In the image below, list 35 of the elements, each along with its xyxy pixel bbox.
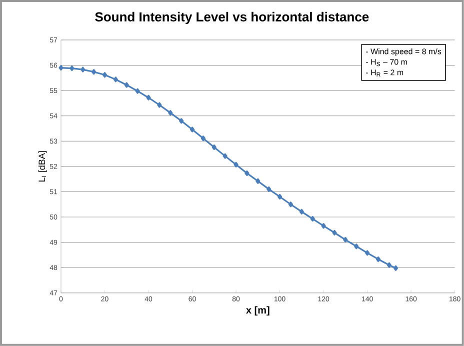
point — [80, 66, 86, 72]
point — [179, 118, 184, 124]
point — [234, 162, 238, 168]
point — [157, 102, 162, 108]
point — [343, 237, 348, 243]
chart-title: Sound Intensity Level vs horizontal distance — [95, 12, 369, 24]
point — [135, 88, 140, 94]
point — [58, 65, 64, 71]
point — [393, 265, 398, 271]
point — [321, 223, 326, 229]
point — [332, 230, 337, 236]
point — [200, 136, 206, 142]
point — [288, 202, 294, 208]
point — [124, 82, 129, 88]
point — [168, 110, 173, 116]
point — [70, 66, 74, 72]
point — [386, 262, 392, 268]
point — [256, 178, 260, 184]
point — [92, 69, 96, 75]
point — [266, 186, 272, 192]
point — [190, 126, 195, 132]
point — [102, 72, 108, 78]
x-axis-title: x [m] — [246, 306, 270, 316]
point — [212, 144, 216, 150]
point — [244, 170, 250, 176]
point — [365, 250, 370, 256]
point — [222, 153, 228, 159]
point — [310, 216, 315, 222]
point — [113, 76, 118, 82]
point — [376, 256, 381, 262]
point — [277, 194, 282, 200]
point — [354, 244, 359, 250]
point — [299, 208, 304, 215]
y-axis-title: L$_{I}$ [dBA] — [38, 151, 47, 182]
point — [146, 94, 151, 101]
